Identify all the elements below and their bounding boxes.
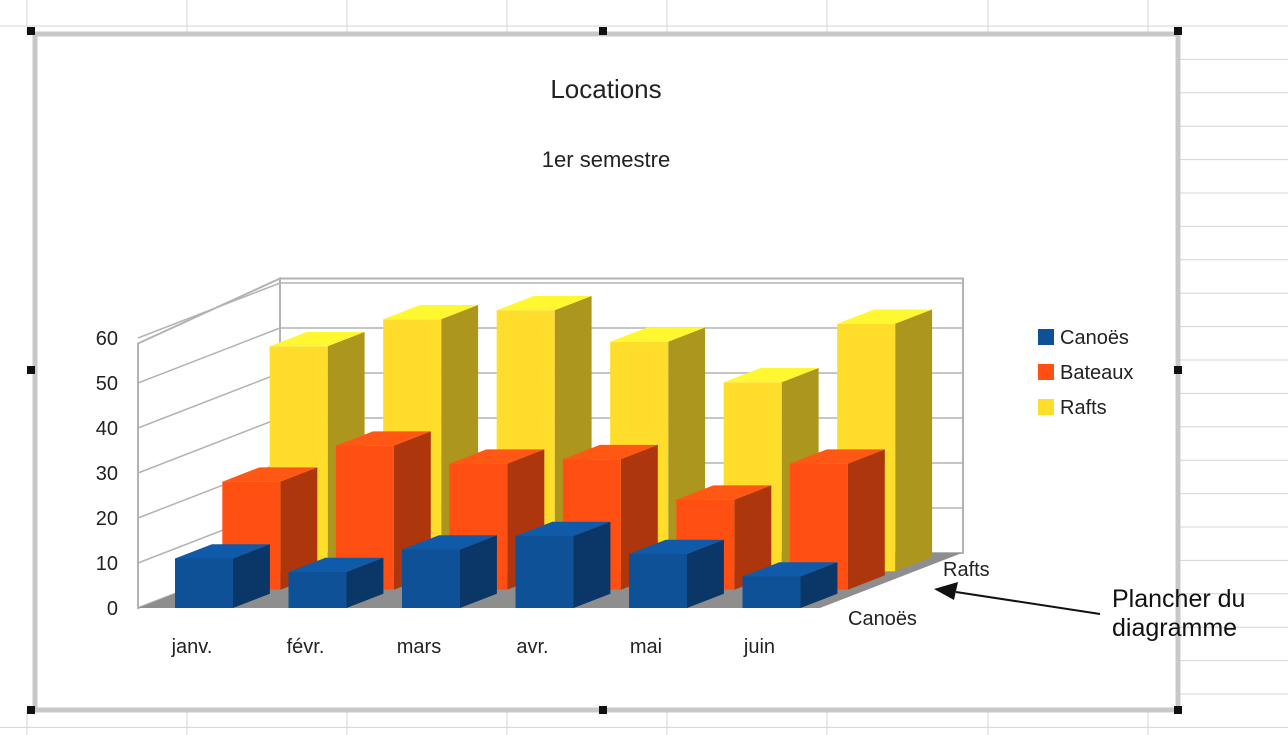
x-tick-label: janv. <box>171 636 213 658</box>
chart-subtitle: 1er semestre <box>542 147 670 172</box>
resize-handle[interactable] <box>27 27 35 35</box>
x-tick-label: avr. <box>516 636 548 658</box>
selection-handles[interactable] <box>27 27 1182 714</box>
y-axis-tick-labels: 0 10 20 30 40 50 60 <box>96 328 118 620</box>
bar <box>742 562 838 608</box>
legend-swatch <box>1038 399 1054 415</box>
callout-line-1: Plancher du <box>1112 585 1246 613</box>
legend-label: Rafts <box>1060 397 1107 419</box>
y-tick-label: 30 <box>96 463 118 485</box>
y-tick-label: 0 <box>107 598 118 620</box>
x-axis-tick-labels: janv. févr. mars avr. mai juin <box>171 636 775 658</box>
resize-handle[interactable] <box>27 706 35 714</box>
y-tick-label: 40 <box>96 418 118 440</box>
legend-swatch <box>1038 329 1054 345</box>
legend-swatch <box>1038 364 1054 380</box>
bar <box>515 521 611 608</box>
callout-line-2: diagramme <box>1112 614 1238 642</box>
y-tick-label: 50 <box>96 373 118 395</box>
x-tick-label: févr. <box>287 636 325 658</box>
y-tick-label: 60 <box>96 328 118 350</box>
depth-label: Rafts <box>943 559 990 581</box>
resize-handle[interactable] <box>1174 706 1182 714</box>
depth-axis-labels: Canoës Rafts <box>848 559 990 630</box>
floor-callout: Plancher du diagramme <box>1112 585 1245 643</box>
callout-arrow <box>934 582 1101 615</box>
chart-title: Locations <box>550 74 661 104</box>
resize-handle[interactable] <box>599 706 607 714</box>
y-tick-label: 20 <box>96 508 118 530</box>
legend: Canoës Bateaux Rafts <box>1038 327 1133 419</box>
resize-handle[interactable] <box>599 27 607 35</box>
resize-handle[interactable] <box>27 366 35 374</box>
y-tick-label: 10 <box>96 553 118 575</box>
depth-label: Canoës <box>848 608 917 630</box>
chart-bars <box>175 296 933 608</box>
bar <box>175 544 270 608</box>
x-tick-label: juin <box>743 636 775 658</box>
legend-label: Canoës <box>1060 327 1129 349</box>
legend-label: Bateaux <box>1060 362 1133 384</box>
x-tick-label: mars <box>397 636 441 658</box>
bar <box>288 557 384 608</box>
x-tick-label: mai <box>630 636 662 658</box>
resize-handle[interactable] <box>1174 366 1182 374</box>
bar <box>629 539 724 608</box>
resize-handle[interactable] <box>1174 27 1182 35</box>
bar <box>402 535 497 608</box>
